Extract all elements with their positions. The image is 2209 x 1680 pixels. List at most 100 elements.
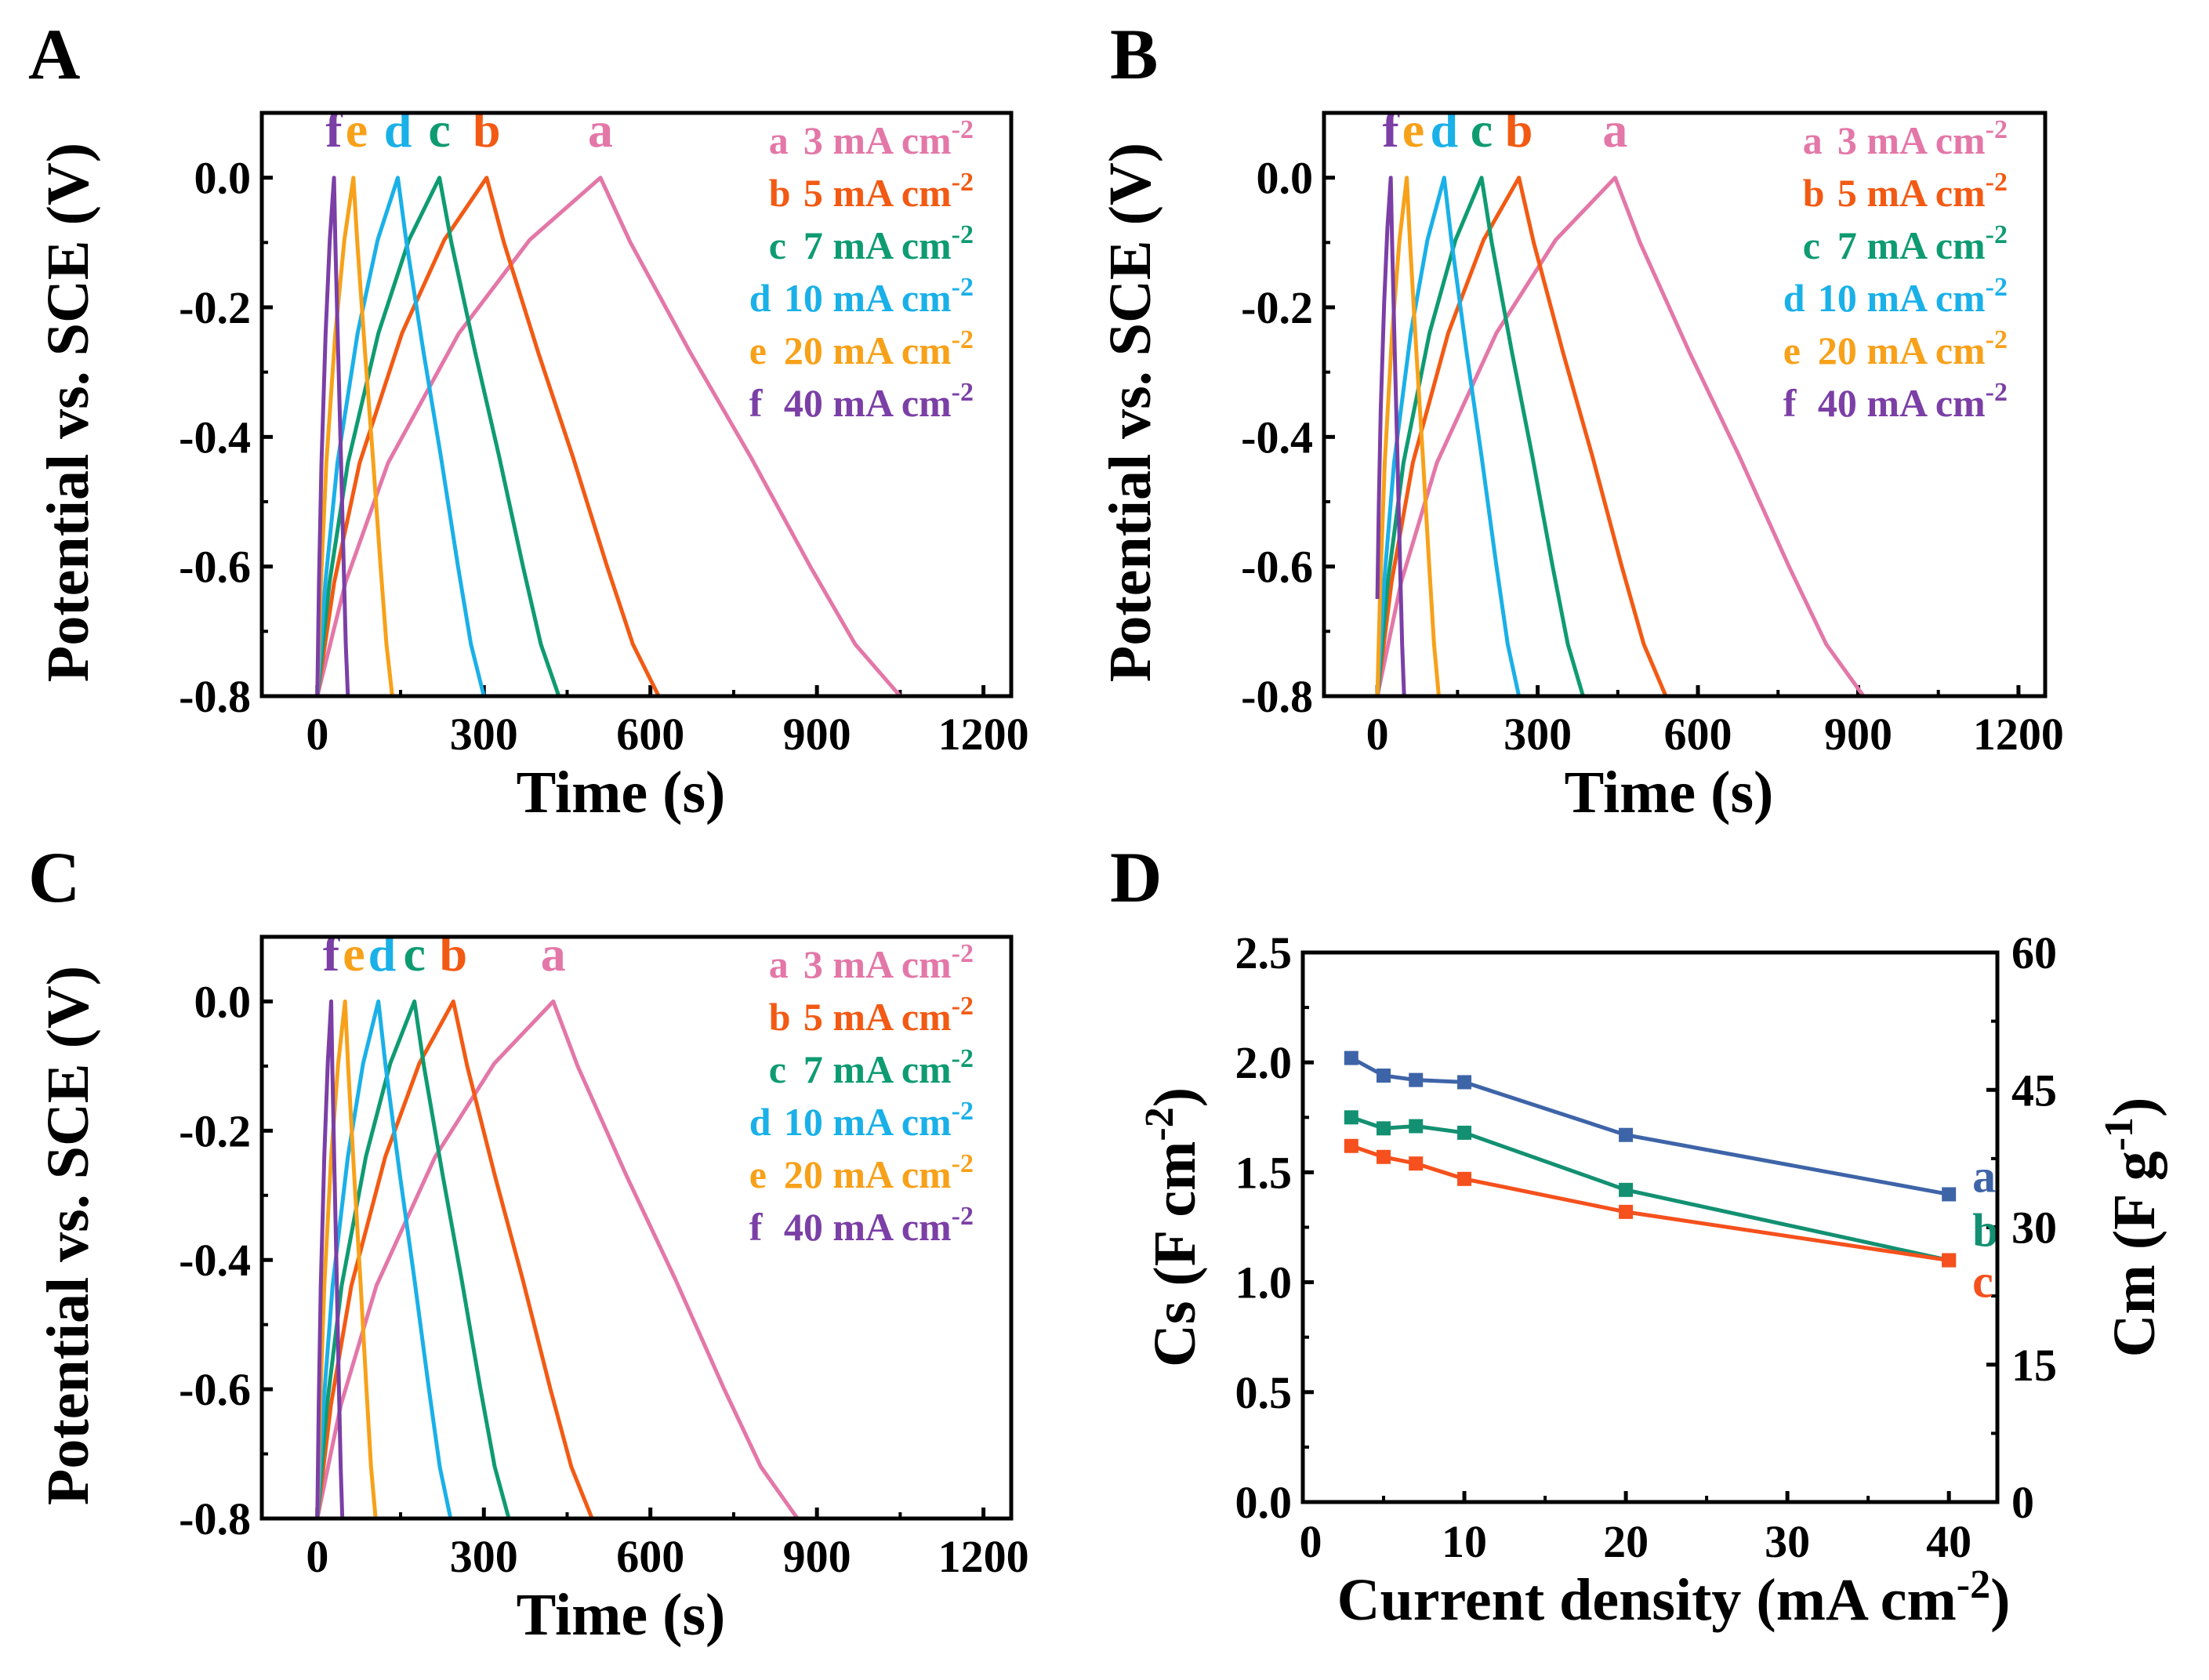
legend-entry-d: 10 mA cm-2: [1818, 273, 2008, 320]
legend-letter-e: e: [749, 328, 767, 372]
series-line-f: [315, 176, 350, 697]
curve-label-b: b: [473, 102, 501, 158]
panel-letter: B: [1110, 14, 1158, 94]
y-tick-label: -0.6: [179, 1364, 251, 1415]
curve-label-e: e: [346, 102, 368, 158]
legend-entry-a: 3 mA cm-2: [1837, 115, 2008, 162]
legend-entry-c: 7 mA cm-2: [803, 220, 974, 267]
legend-letter-e: e: [749, 1152, 767, 1196]
data-point-a: [1619, 1127, 1634, 1142]
x-tick-label: 900: [783, 1531, 851, 1582]
curve-label-c: c: [428, 102, 450, 158]
data-point-b: [1457, 1125, 1472, 1140]
x-tick-label: 0: [1366, 709, 1389, 760]
series-line-c: [315, 176, 561, 697]
panel-d: 0 10 20 30 40 0.0 0.5 1.0 1.5 2.0 2.5 0 15 30 45 60 abc C…: [1137, 927, 2167, 1633]
x-tick-label: 1200: [1973, 709, 2064, 760]
plot-frame: [259, 111, 1014, 698]
x-tick-label: 0: [306, 709, 328, 760]
series-line-a: [315, 176, 902, 698]
legend-letter-f: f: [749, 1205, 764, 1249]
series-line-b: [1375, 176, 1668, 697]
y-tick-label: -0.6: [179, 542, 251, 593]
legend-letter-a: a: [1803, 118, 1823, 162]
x-tick-label: 0: [1300, 1516, 1322, 1567]
curve-label-f: f: [1383, 102, 1400, 158]
x-axis-label: Time (s): [517, 760, 726, 825]
y-tick-label: 0.0: [1257, 153, 1314, 204]
series-line-a: [1350, 1056, 1950, 1196]
legend-entry-c: 7 mA cm-2: [1837, 220, 2008, 267]
y-tick-label: 2.5: [1235, 927, 1293, 978]
x-tick-label: 10: [1442, 1516, 1487, 1567]
y-tick-label: -0.2: [179, 282, 251, 333]
legend-letter-c: c: [1803, 223, 1820, 267]
legend-entry-f: 40 mA cm-2: [784, 1202, 974, 1249]
x-tick-label: 600: [1664, 709, 1732, 760]
y-tick-label: -0.6: [1241, 542, 1313, 593]
series-line-d: [1375, 176, 1522, 697]
x-tick-label: 20: [1603, 1516, 1649, 1567]
legend-letter-d: d: [1783, 276, 1805, 320]
y-tick-label: -0.4: [179, 1235, 251, 1286]
legend-letter-d: d: [749, 1100, 771, 1144]
series-line-a: [315, 999, 800, 1520]
y-tick-label: 0.0: [1235, 1477, 1293, 1528]
series-line-e: [315, 176, 394, 697]
x-tick-label: 0: [306, 1531, 328, 1582]
series-label-c: c: [1972, 1256, 1993, 1308]
legend-entry-b: 5 mA cm-2: [1837, 168, 2008, 215]
y-tick-label: -0.2: [1241, 282, 1313, 333]
series-line-f: [315, 999, 345, 1519]
x-tick-label: 300: [450, 709, 518, 760]
x-tick-label: 40: [1926, 1516, 1971, 1567]
plot-frame: [1300, 950, 2000, 1504]
legend-entry-a: 3 mA cm-2: [803, 939, 974, 986]
legend-entry-b: 5 mA cm-2: [803, 992, 974, 1039]
data-point-c: [1619, 1204, 1634, 1219]
series-line-f: [1375, 176, 1406, 697]
y-axis-label: Potential vs. SCE (V): [35, 966, 101, 1505]
y2-tick-label: 45: [2011, 1065, 2057, 1116]
y-tick-label: -0.4: [179, 412, 251, 463]
curve-label-c: c: [404, 926, 426, 982]
legend-letter-f: f: [1783, 381, 1797, 425]
y-tick-label: 1.0: [1235, 1257, 1293, 1308]
legend-entry-e: 20 mA cm-2: [1818, 325, 2008, 372]
data-point-c: [1409, 1156, 1424, 1171]
y-axis-label: Potential vs. SCE (V): [35, 143, 101, 682]
legend-letter-f: f: [749, 381, 764, 425]
curve-label-b: b: [440, 926, 468, 982]
panel-letter: A: [28, 14, 80, 94]
data-point-b: [1377, 1121, 1391, 1136]
x-tick-label: 900: [783, 709, 851, 760]
panel-letter: C: [28, 837, 80, 917]
x-tick-label: 600: [616, 709, 684, 760]
x-tick-label: 1200: [938, 1531, 1029, 1582]
data-point-c: [1942, 1253, 1957, 1268]
data-point-a: [1457, 1075, 1472, 1090]
series-line-a: [1375, 176, 1866, 698]
data-point-a: [1377, 1069, 1391, 1083]
x-tick-label: 300: [450, 1531, 518, 1582]
legend-entry-e: 20 mA cm-2: [784, 1149, 974, 1196]
legend-letter-d: d: [749, 276, 771, 320]
series-label-b: b: [1972, 1205, 1998, 1257]
x-axis-label: Time (s): [517, 1582, 726, 1648]
data-point-c: [1377, 1149, 1391, 1164]
legend-entry-d: 10 mA cm-2: [784, 273, 974, 320]
plot-frame: [1322, 111, 2048, 698]
legend-entry-c: 7 mA cm-2: [803, 1044, 974, 1091]
legend-entry-f: 40 mA cm-2: [784, 378, 974, 425]
y-axis-label: Cs (F cm-2): [1137, 1087, 1208, 1367]
data-point-b: [1409, 1119, 1424, 1134]
legend-letter-c: c: [769, 223, 786, 267]
plot-frame: [259, 934, 1014, 1521]
legend-entry-b: 5 mA cm-2: [803, 168, 974, 215]
curve-label-d: d: [368, 926, 397, 982]
curve-label-e: e: [343, 926, 365, 982]
